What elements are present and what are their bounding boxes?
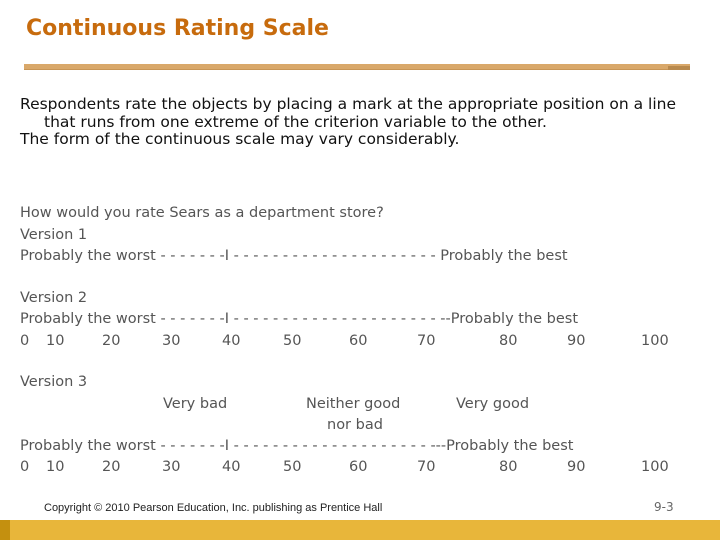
v3-tick: 20 bbox=[102, 459, 121, 475]
intro-paragraph-1: Respondents rate the objects by placing … bbox=[20, 95, 677, 131]
v3-tick: 30 bbox=[162, 459, 181, 475]
version-3-scale-line: Probably the worst - - - - - - -I - - - … bbox=[20, 438, 574, 454]
v2-tick: 80 bbox=[499, 333, 518, 349]
v2-tick: 60 bbox=[349, 333, 368, 349]
v2-tick: 30 bbox=[162, 333, 181, 349]
v3-tick: 80 bbox=[499, 459, 518, 475]
v2-tick: 20 bbox=[102, 333, 121, 349]
page-number: 9-3 bbox=[654, 500, 674, 514]
version-2-label: Version 2 bbox=[20, 290, 88, 306]
v3-tick: 10 bbox=[46, 459, 65, 475]
anchor-neither-good: Neither good bbox=[306, 396, 401, 412]
anchor-very-bad: Very bad bbox=[163, 396, 228, 412]
bottom-bar-accent bbox=[0, 520, 10, 540]
v3-tick: 70 bbox=[417, 459, 436, 475]
question-text: How would you rate Sears as a department… bbox=[20, 205, 384, 221]
v2-tick: 100 bbox=[641, 333, 669, 349]
title-underline bbox=[24, 64, 690, 70]
version-2-scale-line: Probably the worst - - - - - - -I - - - … bbox=[20, 311, 579, 327]
page-title: Continuous Rating Scale bbox=[26, 16, 329, 41]
v3-tick: 100 bbox=[641, 459, 669, 475]
intro-paragraph-2: The form of the continuous scale may var… bbox=[20, 130, 460, 148]
v3-tick: 40 bbox=[222, 459, 241, 475]
bottom-bar bbox=[0, 520, 720, 540]
v2-tick: 50 bbox=[283, 333, 302, 349]
v3-tick: 90 bbox=[567, 459, 586, 475]
anchor-nor-bad: nor bad bbox=[327, 417, 383, 433]
v3-tick: 0 bbox=[20, 459, 30, 475]
intro-text: Respondents rate the objects by placing … bbox=[20, 95, 710, 149]
v2-tick: 90 bbox=[567, 333, 586, 349]
anchor-very-good: Very good bbox=[456, 396, 530, 412]
v2-tick: 10 bbox=[46, 333, 65, 349]
title-underline-end bbox=[668, 66, 690, 70]
v2-tick: 0 bbox=[20, 333, 30, 349]
v2-tick: 40 bbox=[222, 333, 241, 349]
v3-tick: 50 bbox=[283, 459, 302, 475]
version-3-label: Version 3 bbox=[20, 374, 88, 390]
version-1-scale-line: Probably the worst - - - - - - -I - - - … bbox=[20, 248, 568, 264]
v3-tick: 60 bbox=[349, 459, 368, 475]
copyright-text: Copyright © 2010 Pearson Education, Inc.… bbox=[44, 502, 383, 514]
version-1-label: Version 1 bbox=[20, 227, 88, 243]
v2-tick: 70 bbox=[417, 333, 436, 349]
